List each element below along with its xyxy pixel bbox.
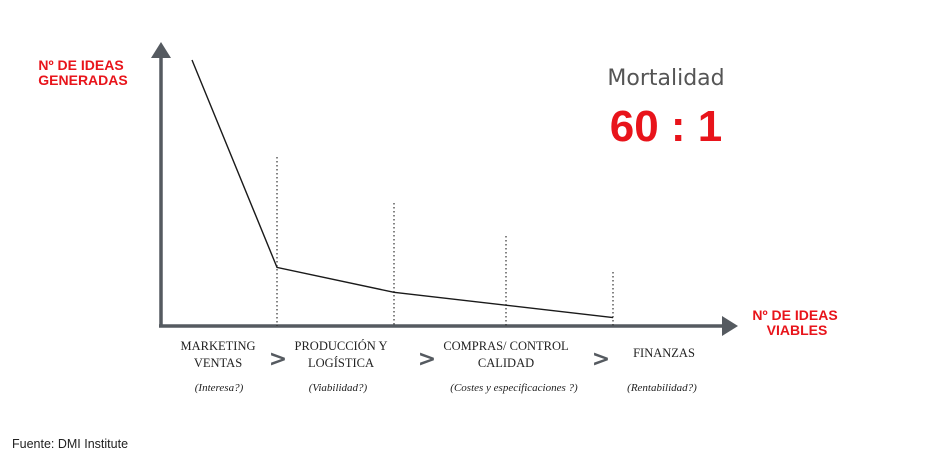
x-axis-label-line-2: VIABLES — [767, 322, 828, 338]
mortality-title: Mortalidad — [607, 66, 724, 91]
stage-question-1: (Interesa?) — [195, 382, 244, 394]
stage-labels: MARKETING VENTAS (Interesa?) PRODUCCIÓN Y LO… — [181, 339, 698, 394]
stage-label-1-line-1: MARKETING — [181, 339, 256, 353]
stage-label-2: PRODUCCIÓN Y LOGÍSTICA — [295, 339, 388, 370]
stage-question-3: (Costes y especificaciones ?) — [450, 382, 578, 394]
series-layer — [191, 59, 614, 319]
stage-separator-3: > — [592, 347, 610, 372]
x-axis-label: Nº DE IDEAS VIABLES — [752, 307, 841, 338]
stage-label-3: COMPRAS/ CONTROL CALIDAD — [443, 339, 568, 370]
y-axis-arrowhead — [151, 42, 171, 58]
x-axis-arrowhead — [722, 316, 738, 336]
stage-label-3-line-2: CALIDAD — [478, 356, 534, 370]
stage-separator-1: > — [269, 347, 287, 372]
stage-separator-2: > — [418, 347, 436, 372]
stage-dividers — [276, 157, 614, 326]
y-axis-label-line-1: Nº DE IDEAS — [38, 57, 123, 73]
stage-label-2-line-1: PRODUCCIÓN Y — [295, 339, 388, 353]
axes — [151, 42, 738, 336]
series-line — [191, 59, 614, 319]
stage-label-4-line-1: FINANZAS — [633, 346, 695, 360]
stage-label-2-line-2: LOGÍSTICA — [308, 356, 374, 370]
stage-label-1: MARKETING VENTAS — [181, 339, 256, 370]
y-axis-label: Nº DE IDEAS GENERADAS — [38, 57, 127, 88]
x-axis-label-line-1: Nº DE IDEAS — [752, 307, 837, 323]
y-axis-label-line-2: GENERADAS — [38, 72, 127, 88]
stage-label-1-line-2: VENTAS — [194, 356, 242, 370]
stage-question-2: (Viabilidad?) — [309, 382, 368, 394]
stage-label-4: FINANZAS — [633, 346, 695, 360]
stage-question-4: (Rentabilidad?) — [627, 382, 697, 394]
mortality-ratio: 60 : 1 — [610, 102, 723, 151]
stage-label-3-line-1: COMPRAS/ CONTROL — [443, 339, 568, 353]
source-note: Fuente: DMI Institute — [12, 437, 128, 451]
